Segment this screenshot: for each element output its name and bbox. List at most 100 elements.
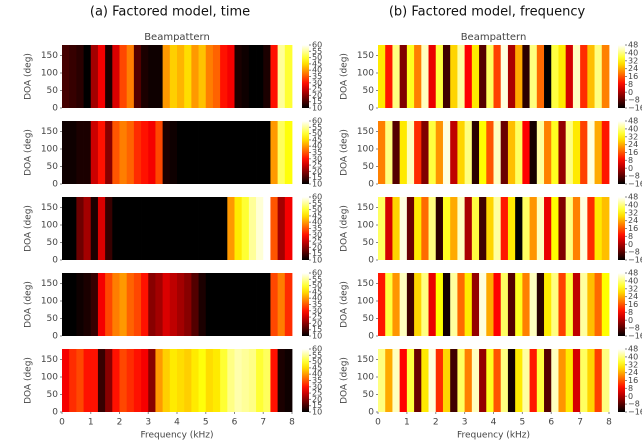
colorbar xyxy=(302,349,309,412)
heatmap-cell xyxy=(126,349,135,412)
heatmap-cell xyxy=(256,45,264,108)
colorbar-tick-label: 60 xyxy=(312,117,322,126)
colorbar-tick-label: 50 xyxy=(312,357,322,366)
colorbar-tick-label: 40 xyxy=(628,48,638,57)
y-tick-label: 50 xyxy=(47,390,59,400)
heatmap-cell xyxy=(435,349,444,412)
y-tick-label: 50 xyxy=(47,86,59,96)
y-tick-label: 0 xyxy=(52,408,58,418)
heatmap-cell xyxy=(90,273,99,336)
heatmap-cell xyxy=(112,349,120,412)
heatmap-cell xyxy=(601,273,610,336)
colorbar-tick-label: 0 xyxy=(628,164,633,173)
heatmap-cell xyxy=(184,121,192,184)
heatmap-cell xyxy=(212,121,221,184)
heatmap-cell xyxy=(90,45,99,108)
colorbar-tick-label: 30 xyxy=(312,382,322,391)
colorbar-tick-label: 60 xyxy=(312,345,322,354)
heatmap-cell xyxy=(169,273,178,336)
heatmap-cell xyxy=(406,45,415,108)
colorbar-tick-label: 20 xyxy=(312,319,322,328)
heatmap-cell xyxy=(263,273,271,336)
heatmap-cell xyxy=(270,45,279,108)
colorbar-tick-label: 8 xyxy=(628,384,633,393)
heatmap-cell xyxy=(551,45,559,108)
y-tick-label: 50 xyxy=(47,162,59,172)
heatmap-cell xyxy=(471,349,480,412)
heatmap-cell xyxy=(76,349,84,412)
colorbar-tick-label: 32 xyxy=(628,284,638,293)
heatmap-cell xyxy=(522,197,530,260)
colorbar-tick-label: 45 xyxy=(312,135,322,144)
x-tick-label: 5 xyxy=(203,418,209,428)
heatmap-cell xyxy=(119,121,128,184)
colorbar-tick-label: 40 xyxy=(312,294,322,303)
colorbar-tick-label: 24 xyxy=(628,368,638,377)
heatmap-cell xyxy=(551,121,559,184)
heatmap-cell xyxy=(62,45,70,108)
heatmap-cell xyxy=(83,45,92,108)
heatmap-cell xyxy=(457,273,466,336)
heatmap-cell xyxy=(112,197,120,260)
y-tick-label: 0 xyxy=(52,332,58,342)
y-tick-label: 150 xyxy=(41,279,58,289)
heatmap-cell xyxy=(184,273,192,336)
heatmap-cell xyxy=(515,349,523,412)
y-tick-label: 100 xyxy=(41,221,58,231)
heatmap-cell xyxy=(105,273,113,336)
y-tick-label: 150 xyxy=(357,355,374,365)
heatmap-cell xyxy=(385,349,393,412)
heatmap-cell xyxy=(536,273,545,336)
heatmap-cell xyxy=(500,349,509,412)
heatmap-cell xyxy=(601,197,610,260)
heatmap-cell xyxy=(457,121,466,184)
heatmap-cell xyxy=(428,45,437,108)
heatmap-cell xyxy=(450,45,458,108)
heatmap-cell xyxy=(580,197,588,260)
colorbar-tick-label: 32 xyxy=(628,132,638,141)
heatmap-cell xyxy=(212,45,221,108)
heatmap-cell xyxy=(558,197,567,260)
heatmap-cell xyxy=(565,121,574,184)
heatmap-cell xyxy=(572,349,581,412)
heatmap-cell xyxy=(284,197,293,260)
colorbar-tick-label: 32 xyxy=(628,360,638,369)
colorbar-tick-label: 30 xyxy=(312,230,322,239)
colorbar-tick-label: 0 xyxy=(628,392,633,401)
heatmap-cell xyxy=(277,197,286,260)
colorbar-tick-label: 30 xyxy=(312,78,322,87)
heatmap-cell xyxy=(220,273,228,336)
heatmap-cell xyxy=(169,121,178,184)
heatmap-cell xyxy=(450,197,458,260)
colorbar-tick-label: 35 xyxy=(312,376,322,385)
heatmap-cell xyxy=(442,45,451,108)
heatmap-cell xyxy=(177,349,185,412)
x-tick-label: 8 xyxy=(606,418,612,428)
heatmap-cell xyxy=(119,197,128,260)
y-tick-label: 150 xyxy=(41,51,58,61)
heatmap-cell xyxy=(69,121,77,184)
heatmap-cell xyxy=(155,45,164,108)
heatmap-cell xyxy=(220,121,228,184)
heatmap-cell xyxy=(62,121,70,184)
heatmap-cell xyxy=(191,273,199,336)
y-tick-label: 150 xyxy=(41,127,58,137)
heatmap-cell xyxy=(227,197,235,260)
heatmap-cell xyxy=(177,273,185,336)
colorbar-tick-label: −8 xyxy=(628,172,640,181)
x-tick-label: 2 xyxy=(433,418,439,428)
heatmap-cell xyxy=(83,197,92,260)
heatmap-cell xyxy=(220,45,228,108)
colorbar-tick-label: 10 xyxy=(312,104,322,113)
heatmap-cell xyxy=(284,121,293,184)
y-tick-label: 50 xyxy=(363,314,375,324)
heatmap-cell xyxy=(241,349,250,412)
y-tick-label: 100 xyxy=(357,69,374,79)
heatmap-cell xyxy=(551,273,559,336)
heatmap-cell xyxy=(256,121,264,184)
heatmap-cell xyxy=(212,273,221,336)
heatmap-cell xyxy=(464,45,473,108)
heatmap-cell xyxy=(515,197,523,260)
heatmap-cell xyxy=(105,197,113,260)
heatmap-cell xyxy=(177,197,185,260)
